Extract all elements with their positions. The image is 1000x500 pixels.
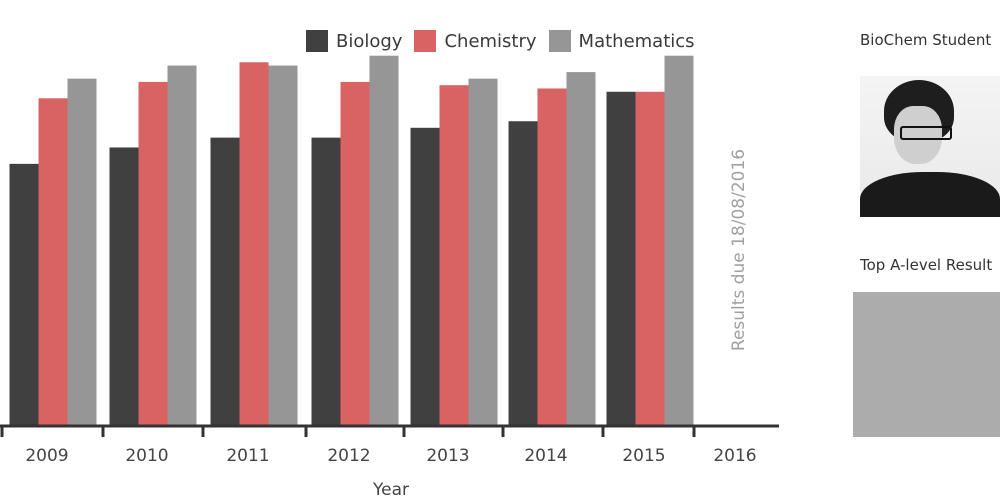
results-due-note: Results due 18/08/2016 [729,148,749,352]
x-tick-label-2013: 2013 [426,446,469,466]
student-portrait-icon[interactable] [860,76,1000,217]
bar-mathematics-2009[interactable] [67,78,97,427]
face-shape [894,106,942,164]
glasses-shape [900,126,952,140]
bar-chemistry-2009[interactable] [38,98,68,427]
x-tick-label-2012: 2012 [327,446,370,466]
legend-swatch-chemistry [414,30,437,52]
x-tick-label-2014: 2014 [524,446,567,466]
legend-swatch-mathematics [548,30,571,52]
bar-chart: 2009 2010 2011 2012 2013 2014 2015 2016 [0,55,779,466]
bar-chemistry-2013[interactable] [439,85,469,426]
bar-biology-2009[interactable] [9,163,39,426]
bar-biology-2014[interactable] [508,121,538,426]
bar-mathematics-2011[interactable] [268,65,298,427]
legend-label-biology: Biology [336,30,403,52]
x-axis-title: Year [373,480,409,500]
side-panel: BioChem Student Top A-level Result [853,0,1000,500]
student-heading: BioChem Student [860,31,992,49]
chart-legend: Biology Chemistry Mathematics [306,30,707,52]
legend-label-mathematics: Mathematics [578,30,695,52]
x-tick-label-2009: 2009 [25,446,68,466]
result-heading: Top A-level Result [860,256,993,274]
bar-chemistry-2012[interactable] [340,81,370,426]
x-tick-label-2015: 2015 [622,446,665,466]
bar-biology-2010[interactable] [109,147,139,426]
bar-chemistry-2014[interactable] [537,88,567,426]
bar-biology-2012[interactable] [311,137,341,426]
legend-item-biology[interactable]: Biology [306,30,402,52]
x-tick-label-2016: 2016 [713,446,756,466]
bar-mathematics-2013[interactable] [468,78,498,427]
bar-mathematics-2010[interactable] [167,65,197,427]
bar-chemistry-2015[interactable] [635,91,665,426]
legend-item-chemistry[interactable]: Chemistry [414,30,537,52]
shirt-shape [860,172,1000,217]
bar-chemistry-2011[interactable] [239,62,269,427]
result-placeholder-box [853,292,1000,437]
bar-chemistry-2010[interactable] [138,81,168,426]
legend-item-mathematics[interactable]: Mathematics [548,30,695,52]
legend-label-chemistry: Chemistry [444,30,537,52]
bar-mathematics-2014[interactable] [566,72,596,426]
bar-biology-2015[interactable] [606,91,636,426]
legend-swatch-biology [306,30,328,52]
bar-biology-2013[interactable] [410,127,440,427]
bar-biology-2011[interactable] [210,137,240,426]
bar-mathematics-2015[interactable] [664,55,694,426]
x-tick-label-2010: 2010 [125,446,168,466]
x-tick-label-2011: 2011 [226,446,269,466]
bar-mathematics-2012[interactable] [369,55,399,426]
